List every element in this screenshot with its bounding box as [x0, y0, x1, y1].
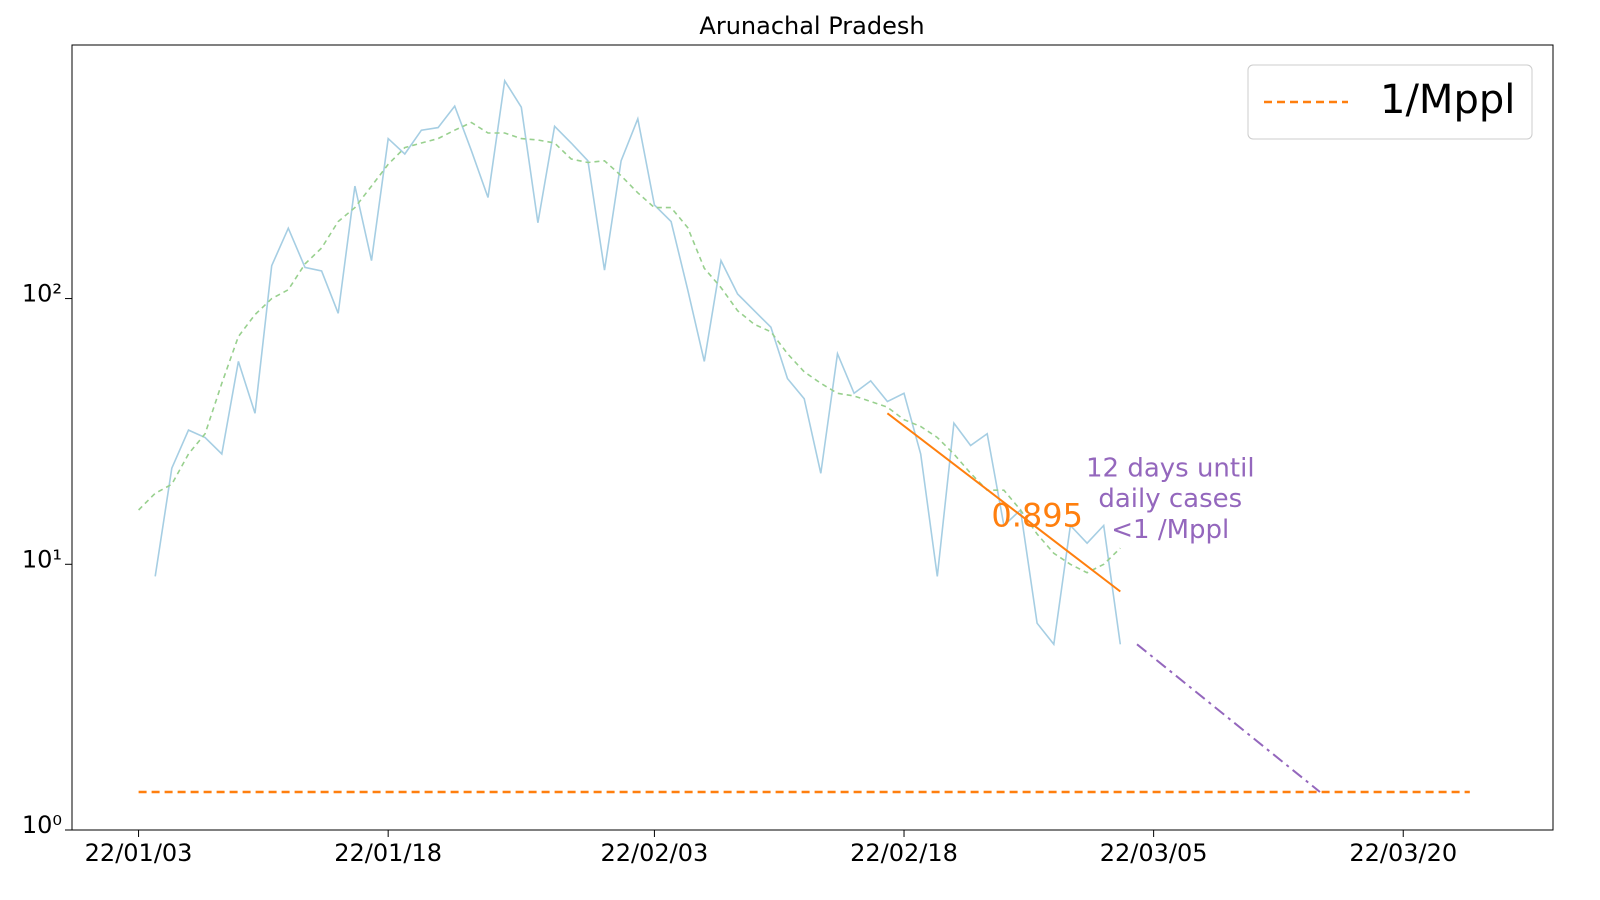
line-series	[886, 412, 1121, 593]
chart-title: Arunachal Pradesh	[699, 12, 924, 40]
y-tick-label: 10²	[22, 280, 62, 308]
annotation: daily cases	[1098, 484, 1242, 514]
x-tick-label: 22/03/20	[1349, 839, 1457, 867]
plot-frame	[71, 44, 1554, 831]
y-tick-label: 10⁰	[22, 811, 62, 839]
annotation: 12 days until	[1086, 454, 1255, 484]
x-tick-label: 22/01/18	[334, 839, 442, 867]
x-tick-label: 22/02/18	[850, 839, 958, 867]
legend-label: 1/Mppl	[1380, 77, 1515, 123]
x-tick-label: 22/01/03	[85, 839, 193, 867]
line-series	[154, 78, 1122, 647]
x-tick-label: 22/03/05	[1100, 839, 1208, 867]
line-series	[1136, 643, 1321, 793]
legend-box	[1247, 64, 1533, 140]
x-tick-label: 22/02/03	[601, 839, 709, 867]
line-series	[138, 121, 1121, 574]
annotation: <1 /Mppl	[1111, 515, 1229, 545]
annotation: 0.895	[991, 496, 1083, 534]
y-tick-label: 10¹	[22, 545, 62, 573]
